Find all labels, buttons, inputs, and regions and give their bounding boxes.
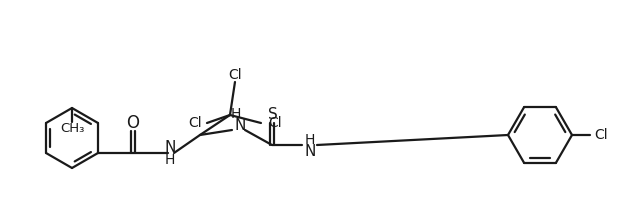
Text: N: N (164, 139, 175, 155)
Text: H: H (305, 133, 315, 147)
Text: S: S (268, 107, 278, 123)
Text: Cl: Cl (268, 116, 282, 130)
Text: Cl: Cl (228, 68, 242, 82)
Text: N: N (234, 119, 246, 133)
Text: N: N (304, 145, 316, 159)
Text: Cl: Cl (188, 116, 202, 130)
Text: CH₃: CH₃ (60, 121, 84, 135)
Text: O: O (127, 114, 140, 132)
Text: H: H (231, 107, 241, 121)
Text: H: H (164, 153, 175, 167)
Text: Cl: Cl (594, 128, 608, 142)
